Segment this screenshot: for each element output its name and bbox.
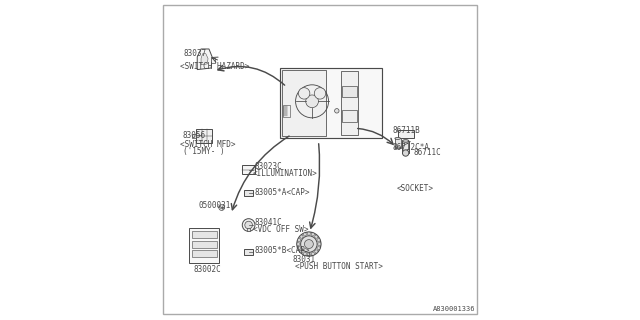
Text: 83023C: 83023C xyxy=(254,163,282,172)
Circle shape xyxy=(311,252,314,255)
Circle shape xyxy=(305,240,314,249)
Text: <ILLUMINATION>: <ILLUMINATION> xyxy=(253,169,317,178)
Bar xyxy=(192,241,217,248)
Bar xyxy=(397,130,413,138)
Text: 86711C: 86711C xyxy=(413,148,442,156)
Circle shape xyxy=(300,250,303,253)
Text: 86711B: 86711B xyxy=(393,126,420,135)
Circle shape xyxy=(298,238,301,242)
Polygon shape xyxy=(197,49,212,69)
Text: 86712C*A: 86712C*A xyxy=(393,143,430,152)
Bar xyxy=(342,110,356,122)
Bar xyxy=(192,251,217,257)
Text: 83041C: 83041C xyxy=(254,218,282,227)
Circle shape xyxy=(315,235,318,238)
Text: ('15MY- ): ('15MY- ) xyxy=(183,147,225,156)
Circle shape xyxy=(317,246,320,250)
Ellipse shape xyxy=(395,147,401,149)
Circle shape xyxy=(317,238,320,242)
Bar xyxy=(243,165,255,174)
Bar xyxy=(247,228,250,231)
Bar xyxy=(280,68,382,138)
Text: 83031: 83031 xyxy=(292,255,316,264)
Circle shape xyxy=(307,232,310,235)
Text: 83002C: 83002C xyxy=(193,265,221,274)
Circle shape xyxy=(297,243,300,246)
Bar xyxy=(244,190,253,196)
Text: 83056: 83056 xyxy=(183,131,206,140)
Bar xyxy=(211,58,215,63)
Bar xyxy=(192,231,217,238)
Circle shape xyxy=(318,243,321,246)
Bar xyxy=(282,69,326,136)
Circle shape xyxy=(219,205,225,211)
Circle shape xyxy=(300,235,303,238)
Text: <VDC OFF SW>: <VDC OFF SW> xyxy=(253,225,308,234)
Circle shape xyxy=(315,250,318,253)
Text: 83005*B<CAP>: 83005*B<CAP> xyxy=(254,246,310,255)
Bar xyxy=(189,228,220,263)
Circle shape xyxy=(245,221,252,229)
Circle shape xyxy=(303,252,307,255)
Text: <SWITCH MFD>: <SWITCH MFD> xyxy=(180,140,236,149)
Ellipse shape xyxy=(403,140,409,142)
Bar xyxy=(340,71,358,135)
Circle shape xyxy=(335,108,339,113)
Circle shape xyxy=(298,88,310,99)
Bar xyxy=(394,139,401,148)
Bar xyxy=(193,134,196,138)
Bar xyxy=(196,129,212,143)
Circle shape xyxy=(306,95,319,108)
Bar xyxy=(244,249,253,255)
Circle shape xyxy=(298,246,301,250)
Polygon shape xyxy=(201,54,208,65)
Circle shape xyxy=(301,236,317,252)
Bar xyxy=(283,105,290,117)
Circle shape xyxy=(297,232,321,256)
Bar xyxy=(403,141,409,153)
Circle shape xyxy=(243,219,255,231)
Circle shape xyxy=(303,233,307,236)
Circle shape xyxy=(307,253,310,256)
Text: 83037: 83037 xyxy=(184,49,207,58)
Ellipse shape xyxy=(395,138,401,140)
Text: 0500031: 0500031 xyxy=(199,202,231,211)
Text: A830001336: A830001336 xyxy=(433,306,476,312)
Circle shape xyxy=(311,233,314,236)
Bar xyxy=(342,86,356,97)
Text: 83005*A<CAP>: 83005*A<CAP> xyxy=(254,188,310,197)
Circle shape xyxy=(314,88,326,99)
Circle shape xyxy=(403,150,409,156)
Text: <SWITCH HAZARD>: <SWITCH HAZARD> xyxy=(180,62,250,71)
Text: <SOCKET>: <SOCKET> xyxy=(397,184,434,193)
Text: <PUSH BUTTON START>: <PUSH BUTTON START> xyxy=(294,262,383,271)
